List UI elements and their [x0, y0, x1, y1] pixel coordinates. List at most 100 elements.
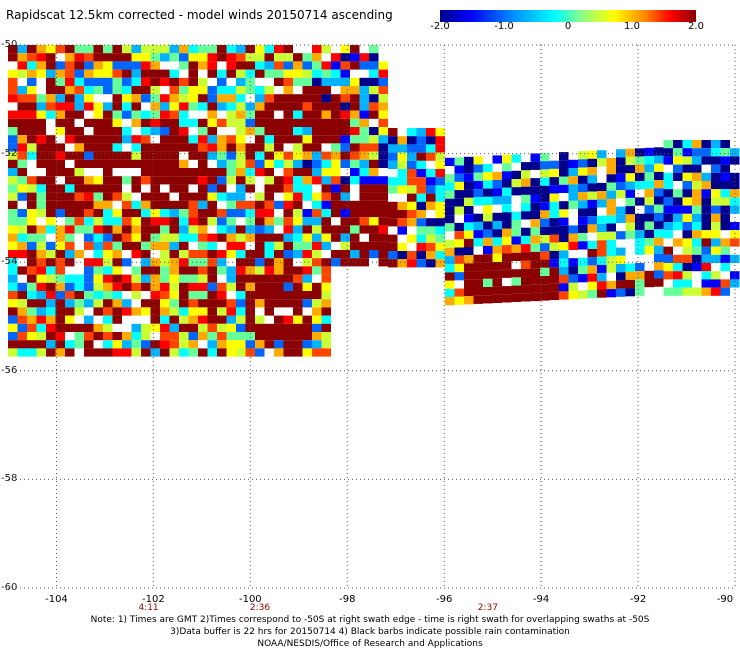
- wind-cell: [93, 110, 103, 119]
- wind-cell: [74, 168, 84, 177]
- wind-cell: [426, 193, 436, 202]
- wind-cell: [65, 94, 75, 103]
- wind-cell: [65, 340, 75, 349]
- wind-cell: [369, 102, 379, 111]
- wind-cell: [711, 222, 721, 231]
- wind-cell: [27, 282, 37, 291]
- wind-cell: [312, 86, 322, 95]
- wind-cell: [8, 348, 18, 357]
- wind-cell: [46, 291, 56, 300]
- wind-cell: [673, 189, 683, 198]
- wind-cell: [122, 135, 132, 144]
- wind-cell: [587, 167, 597, 176]
- wind-cell: [17, 176, 27, 185]
- wind-cell: [217, 233, 227, 242]
- wind-cell: [302, 61, 312, 70]
- wind-cell: [625, 165, 635, 174]
- wind-cell: [293, 209, 303, 218]
- wind-cell: [587, 216, 597, 225]
- wind-cell: [131, 143, 141, 152]
- wind-cell: [730, 254, 740, 263]
- wind-cell: [540, 202, 550, 211]
- wind-cell: [682, 148, 692, 157]
- wind-cell: [350, 151, 360, 160]
- wind-cell: [701, 287, 711, 296]
- wind-cell: [369, 86, 379, 95]
- wind-cell: [711, 140, 721, 149]
- wind-cell: [540, 169, 550, 178]
- wind-cell: [340, 200, 350, 209]
- wind-cell: [27, 250, 37, 259]
- wind-cell: [701, 205, 711, 214]
- wind-cell: [359, 250, 369, 259]
- wind-cell: [312, 332, 322, 341]
- wind-cell: [255, 45, 265, 54]
- wind-cell: [416, 177, 426, 186]
- wind-cell: [17, 217, 27, 226]
- wind-cell: [112, 102, 122, 111]
- wind-cell: [188, 168, 198, 177]
- wind-cell: [587, 150, 597, 159]
- wind-cell: [217, 209, 227, 218]
- wind-cell: [492, 221, 502, 230]
- wind-cell: [521, 268, 531, 277]
- wind-cell: [654, 147, 664, 156]
- wind-cell: [331, 233, 341, 242]
- wind-cell: [616, 214, 626, 223]
- wind-cell: [93, 159, 103, 168]
- wind-cell: [160, 69, 170, 78]
- wind-cell: [245, 323, 255, 332]
- wind-cell: [207, 209, 217, 218]
- wind-cell: [682, 181, 692, 190]
- wind-cell: [255, 94, 265, 103]
- wind-cell: [84, 266, 94, 275]
- wind-cell: [407, 259, 417, 268]
- map-title: Rapidscat 12.5km corrected - model winds…: [6, 8, 393, 22]
- wind-cell: [293, 69, 303, 78]
- wind-cell: [597, 199, 607, 208]
- wind-cell: [274, 53, 284, 62]
- wind-cell: [198, 200, 208, 209]
- wind-cell: [236, 159, 246, 168]
- wind-cell: [160, 127, 170, 136]
- wind-cell: [93, 209, 103, 218]
- wind-cell: [321, 274, 331, 283]
- wind-cell: [74, 291, 84, 300]
- wind-cell: [255, 332, 265, 341]
- wind-cell: [198, 53, 208, 62]
- wind-cell: [369, 143, 379, 152]
- wind-cell: [255, 291, 265, 300]
- wind-cell: [587, 240, 597, 249]
- wind-cell: [720, 172, 730, 181]
- wind-cell: [17, 323, 27, 332]
- wind-cell: [17, 127, 27, 136]
- wind-cell: [331, 77, 341, 86]
- wind-cell: [255, 315, 265, 324]
- wind-cell: [302, 209, 312, 218]
- wind-cell: [692, 213, 702, 222]
- wind-cell: [188, 315, 198, 324]
- wind-cell: [711, 287, 721, 296]
- wind-cell: [122, 77, 132, 86]
- wind-cell: [644, 156, 654, 165]
- wind-cell: [141, 225, 151, 234]
- wind-cell: [625, 181, 635, 190]
- wind-cell: [654, 188, 664, 197]
- wind-cell: [131, 200, 141, 209]
- wind-cell: [160, 94, 170, 103]
- wind-cell: [312, 200, 322, 209]
- wind-cell: [84, 241, 94, 250]
- wind-cell: [293, 348, 303, 357]
- wind-cell: [530, 284, 540, 293]
- wind-cell: [65, 274, 75, 283]
- wind-cell: [179, 348, 189, 357]
- wind-cell: [597, 150, 607, 159]
- wind-cell: [188, 77, 198, 86]
- wind-cell: [27, 77, 37, 86]
- wind-cell: [150, 77, 160, 86]
- wind-cell: [350, 127, 360, 136]
- wind-cell: [169, 102, 179, 111]
- wind-cell: [255, 299, 265, 308]
- wind-cell: [122, 274, 132, 283]
- wind-cell: [521, 162, 531, 171]
